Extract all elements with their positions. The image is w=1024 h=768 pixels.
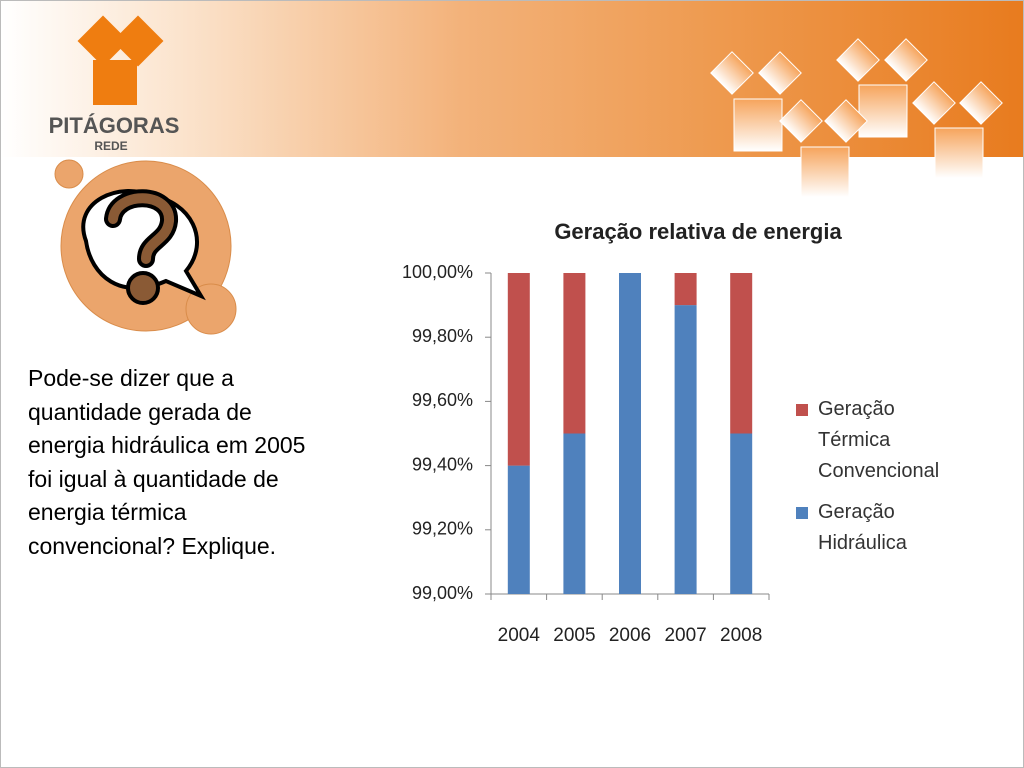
bar-segment — [507, 465, 530, 594]
question-icon — [54, 159, 237, 335]
decor-shapes — [710, 38, 1003, 198]
bar-segment — [730, 273, 753, 434]
bar-segment — [563, 273, 586, 434]
bar-segment — [730, 433, 753, 594]
x-tick-label: 2008 — [720, 625, 762, 646]
legend: Geração Térmica Convencional Geração Hidr… — [796, 394, 996, 569]
logo-shapes — [77, 15, 164, 105]
x-tick-label: 2007 — [664, 625, 706, 646]
legend-label: Geração Hidráulica — [818, 501, 907, 554]
legend-swatch — [796, 404, 808, 416]
y-tick-label: 99,80% — [412, 326, 473, 346]
y-tick-label: 99,00% — [412, 583, 473, 603]
x-tick-label: 2004 — [498, 625, 541, 646]
bar-segment — [563, 433, 586, 594]
chart-title: Geração relativa de energia — [554, 219, 842, 244]
y-tick-label: 99,40% — [412, 454, 473, 474]
legend-item: Geração Hidráulica — [796, 497, 996, 559]
legend-item: Geração Térmica Convencional — [796, 394, 996, 487]
logo-name: PITÁGORAS — [49, 113, 180, 138]
bar-segment — [674, 273, 697, 306]
legend-label: Geração Térmica Convencional — [818, 398, 940, 482]
decoration: PITÁGORAS REDE — [49, 15, 1003, 335]
question-text: Pode-se dizer que a quantidade gerada de… — [28, 365, 306, 559]
bar-segment — [507, 273, 530, 466]
bar-segment — [674, 305, 697, 594]
y-tick-label: 99,20% — [412, 519, 473, 539]
bar-segment — [619, 273, 641, 594]
y-tick-label: 99,60% — [412, 390, 473, 410]
legend-swatch — [796, 507, 808, 519]
x-tick-label: 2005 — [553, 625, 595, 646]
logo-sub: REDE — [94, 139, 127, 153]
y-tick-label: 100,00% — [402, 262, 473, 282]
x-tick-label: 2006 — [609, 625, 651, 646]
